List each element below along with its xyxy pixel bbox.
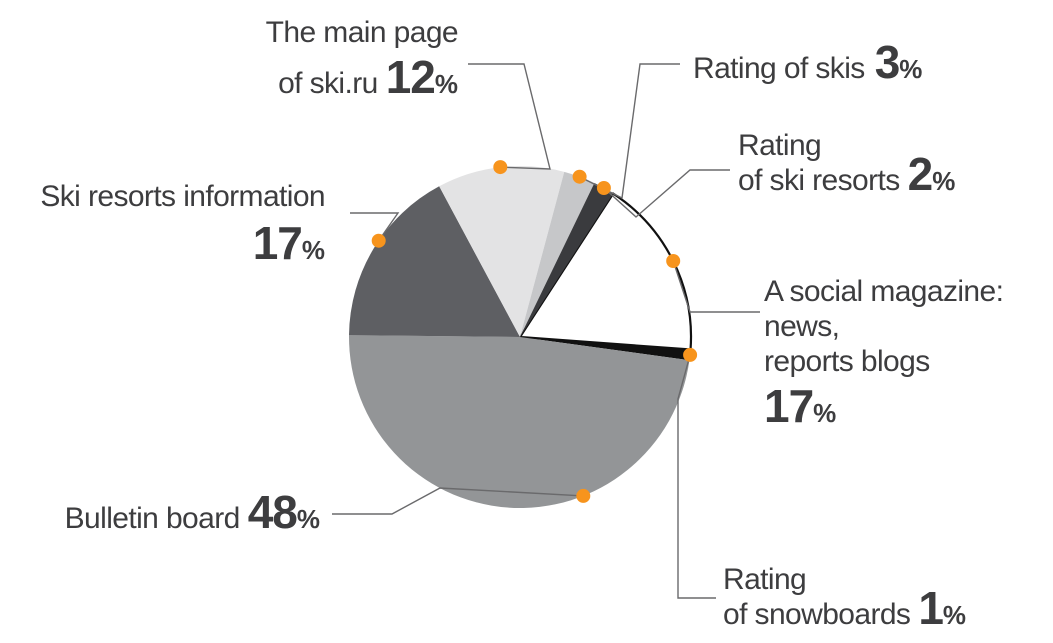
slice-label-main-page-line2: of ski.ru 12% bbox=[278, 51, 458, 103]
slice-label-main-page-line1: The main page bbox=[266, 16, 458, 49]
leader-line-rating-of-snowboards bbox=[677, 354, 716, 599]
slice-value-number: 3 bbox=[875, 36, 900, 88]
slice-value-unit: % bbox=[899, 54, 922, 84]
pie-slices bbox=[349, 166, 693, 509]
callout-marker-bulletin-board bbox=[576, 488, 591, 503]
leader-line-ski-resorts-information bbox=[350, 212, 400, 242]
callout-marker-ski-resorts-information bbox=[371, 233, 386, 248]
callout-marker-a-social-magazine-news-reports-blogs bbox=[666, 254, 681, 268]
slice-label-snowboards-line1: Rating bbox=[723, 563, 806, 596]
pie-slice-bulletin-board bbox=[349, 335, 690, 509]
leader-line-bulletin-board bbox=[332, 487, 584, 515]
slice-value-number: 12 bbox=[386, 51, 435, 103]
slice-label-text: Rating of skis bbox=[693, 52, 865, 85]
slice-value-unit: % bbox=[297, 504, 320, 534]
slice-label-social-magazine-line3: reports blogs bbox=[764, 345, 930, 378]
slice-label-rating-skis: Rating of skis 3% bbox=[693, 36, 922, 88]
slice-label-text: of ski.ru bbox=[278, 67, 378, 100]
slice-value-number: 17 bbox=[764, 380, 813, 432]
slice-value-unit: % bbox=[932, 166, 955, 196]
slice-value-unit: % bbox=[302, 235, 325, 265]
slice-value-social-magazine: 17% bbox=[764, 380, 836, 432]
pie-slice-ski-resorts-information bbox=[349, 186, 520, 337]
pie-slice-rating-of-skis bbox=[520, 171, 595, 337]
slice-value-number: 1 bbox=[918, 582, 943, 634]
slice-label-social-magazine-line2: news, bbox=[764, 310, 839, 343]
callout-marker-the-main-page-of-ski-ru bbox=[493, 160, 508, 175]
callout-marker-rating-of-snowboards bbox=[683, 347, 698, 362]
callout-marker-rating-of-skis bbox=[572, 169, 587, 184]
slice-label-bulletin-board: Bulletin board 48% bbox=[65, 486, 320, 538]
slice-value-unit: % bbox=[943, 600, 966, 630]
leader-line-rating-of-ski-resorts bbox=[603, 169, 730, 218]
slice-label-ski-resorts-rating-line2: of ski resorts 2% bbox=[738, 148, 955, 200]
pie-slice-the-main-page-of-ski-ru bbox=[439, 166, 565, 337]
slice-value-number: 2 bbox=[908, 148, 933, 200]
leader-line-the-main-page-of-ski-ru bbox=[468, 63, 551, 170]
leader-line-rating-of-skis bbox=[579, 63, 680, 200]
pie-slice-rating-of-ski-resorts bbox=[520, 183, 614, 337]
slice-label-ski-resorts-rating-line1: Rating bbox=[738, 129, 821, 162]
slice-label-text: of ski resorts bbox=[738, 164, 900, 197]
slice-label-text: of snowboards bbox=[723, 598, 910, 631]
slice-label-snowboards-line2: of snowboards 1% bbox=[723, 582, 966, 634]
callout-leaders bbox=[332, 63, 760, 599]
slice-value-number: 17 bbox=[253, 217, 302, 269]
slice-label-social-magazine-line1: A social magazine: bbox=[764, 275, 1003, 308]
slice-value-unit: % bbox=[435, 69, 458, 99]
slice-value-ski-resorts-info: 17% bbox=[253, 217, 325, 269]
leader-line-a-social-magazine-news-reports-blogs bbox=[672, 260, 760, 313]
slice-label-text: Bulletin board bbox=[65, 502, 240, 535]
callout-marker-rating-of-ski-resorts bbox=[596, 181, 611, 195]
pie-slice-rating-of-snowboards bbox=[520, 337, 691, 361]
slice-value-unit: % bbox=[813, 398, 836, 428]
slice-label-ski-resorts-info: Ski resorts information bbox=[40, 180, 325, 213]
slice-value-number: 48 bbox=[248, 486, 298, 538]
